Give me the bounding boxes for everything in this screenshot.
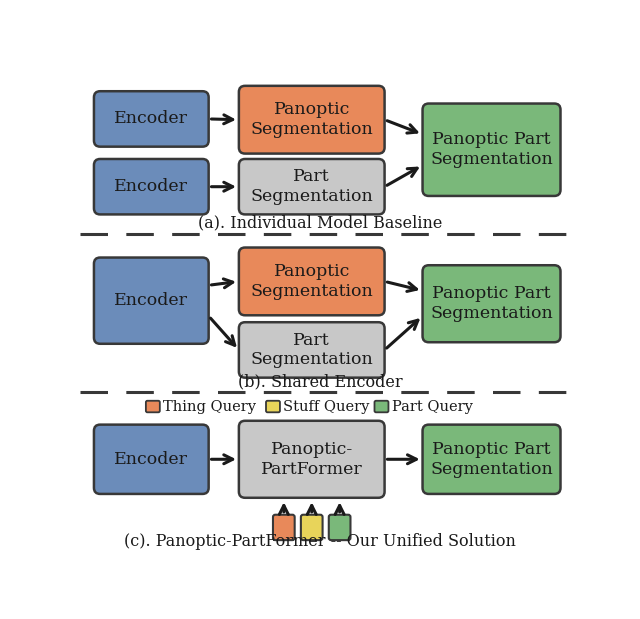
- FancyBboxPatch shape: [94, 425, 209, 494]
- FancyBboxPatch shape: [239, 248, 385, 315]
- Text: (c). Panoptic-PartFormer -- Our Unified Solution: (c). Panoptic-PartFormer -- Our Unified …: [124, 533, 516, 550]
- Text: Encoder: Encoder: [115, 110, 188, 128]
- Text: Encoder: Encoder: [115, 178, 188, 195]
- Text: Part
Segmentation: Part Segmentation: [250, 168, 373, 205]
- Text: Part Query: Part Query: [392, 400, 472, 414]
- FancyBboxPatch shape: [422, 103, 561, 196]
- Text: Panoptic
Segmentation: Panoptic Segmentation: [250, 102, 373, 138]
- Text: Panoptic
Segmentation: Panoptic Segmentation: [250, 263, 373, 300]
- FancyBboxPatch shape: [94, 159, 209, 214]
- Text: Part
Segmentation: Part Segmentation: [250, 332, 373, 368]
- FancyBboxPatch shape: [266, 400, 280, 412]
- FancyBboxPatch shape: [422, 265, 561, 342]
- FancyBboxPatch shape: [146, 400, 160, 412]
- FancyBboxPatch shape: [239, 322, 385, 378]
- FancyBboxPatch shape: [239, 421, 385, 498]
- FancyBboxPatch shape: [239, 86, 385, 154]
- Text: Stuff Query: Stuff Query: [283, 400, 369, 414]
- Text: Panoptic Part
Segmentation: Panoptic Part Segmentation: [430, 285, 553, 322]
- FancyBboxPatch shape: [94, 258, 209, 344]
- FancyBboxPatch shape: [239, 159, 385, 214]
- Text: (a). Individual Model Baseline: (a). Individual Model Baseline: [198, 214, 442, 232]
- Text: Encoder: Encoder: [115, 292, 188, 309]
- Text: Encoder: Encoder: [115, 451, 188, 468]
- Text: Thing Query: Thing Query: [163, 400, 256, 414]
- Text: Panoptic-
PartFormer: Panoptic- PartFormer: [261, 441, 363, 478]
- Text: (b). Shared Encoder: (b). Shared Encoder: [238, 374, 403, 391]
- Text: Panoptic Part
Segmentation: Panoptic Part Segmentation: [430, 441, 553, 478]
- FancyBboxPatch shape: [374, 400, 388, 412]
- FancyBboxPatch shape: [94, 91, 209, 147]
- FancyBboxPatch shape: [422, 425, 561, 494]
- FancyBboxPatch shape: [329, 515, 351, 540]
- FancyBboxPatch shape: [301, 515, 323, 540]
- Text: Panoptic Part
Segmentation: Panoptic Part Segmentation: [430, 131, 553, 168]
- FancyBboxPatch shape: [273, 515, 294, 540]
